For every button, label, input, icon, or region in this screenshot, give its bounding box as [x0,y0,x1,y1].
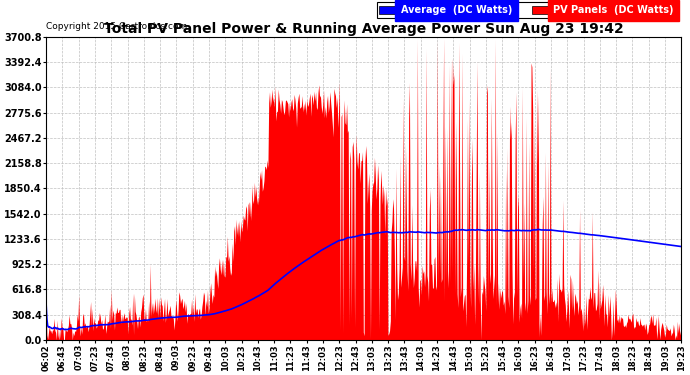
Legend: Average  (DC Watts), PV Panels  (DC Watts): Average (DC Watts), PV Panels (DC Watts) [377,2,676,18]
Text: Copyright 2015 Cartronics.com: Copyright 2015 Cartronics.com [46,22,187,31]
Title: Total PV Panel Power & Running Average Power Sun Aug 23 19:42: Total PV Panel Power & Running Average P… [104,22,624,36]
